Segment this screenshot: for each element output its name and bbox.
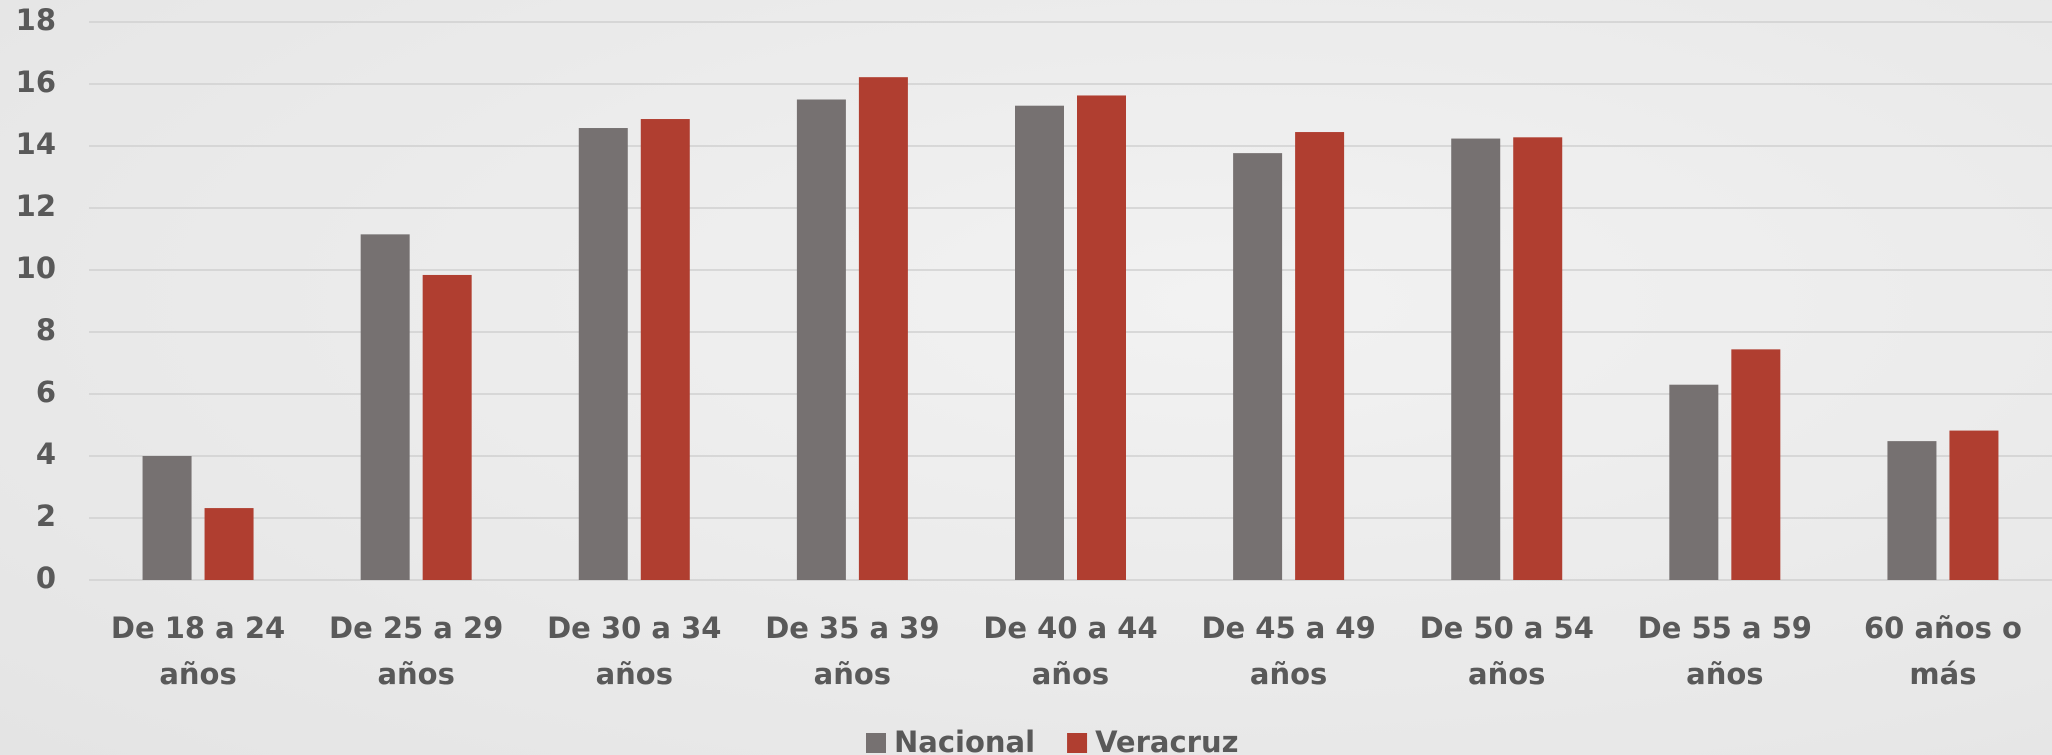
- x-tick-label: De 25 a 29 años: [311, 605, 521, 697]
- bar: [859, 77, 908, 580]
- bar: [143, 456, 192, 580]
- bar: [361, 234, 410, 580]
- y-tick-label: 0: [36, 561, 56, 595]
- y-tick-label: 2: [36, 499, 56, 533]
- bar: [1077, 95, 1126, 580]
- x-tick-label: De 40 a 44 años: [966, 605, 1176, 697]
- x-tick-label: De 18 a 24 años: [93, 605, 303, 697]
- bar: [1669, 385, 1718, 580]
- x-tick-label: De 45 a 49 años: [1184, 605, 1394, 697]
- bar: [1295, 132, 1344, 580]
- y-tick-label: 10: [16, 251, 56, 285]
- y-tick-label: 14: [16, 127, 56, 161]
- x-tick-label: 60 años o más: [1838, 605, 2048, 697]
- bar: [1451, 139, 1500, 580]
- y-tick-label: 16: [16, 65, 56, 99]
- chart: 0 2 4 6 8 10 12 14 16 18 Nacional Veracruz De 18 a …: [0, 0, 2052, 755]
- y-tick-label: 4: [36, 437, 56, 471]
- legend-label: Nacional: [894, 725, 1035, 755]
- legend-label: Veracruz: [1095, 725, 1238, 755]
- bar: [423, 275, 472, 580]
- bar: [1887, 441, 1936, 580]
- y-tick-label: 8: [36, 313, 56, 347]
- legend-swatch: [866, 733, 886, 753]
- x-tick-label: De 30 a 34 años: [529, 605, 739, 697]
- y-tick-label: 12: [16, 189, 56, 223]
- bar: [1513, 137, 1562, 580]
- x-tick-label: De 50 a 54 años: [1402, 605, 1612, 697]
- bar: [1233, 153, 1282, 580]
- y-tick-label: 18: [16, 3, 56, 37]
- legend-swatch: [1067, 733, 1087, 753]
- bar: [1949, 431, 1998, 580]
- x-tick-label: De 55 a 59 años: [1620, 605, 1830, 697]
- bar: [1015, 106, 1064, 580]
- bar: [579, 128, 628, 580]
- x-tick-label: De 35 a 39 años: [747, 605, 957, 697]
- bar: [1731, 349, 1780, 580]
- bar: [797, 100, 846, 581]
- bar: [641, 119, 690, 580]
- bar: [205, 508, 254, 580]
- y-tick-label: 6: [36, 375, 56, 409]
